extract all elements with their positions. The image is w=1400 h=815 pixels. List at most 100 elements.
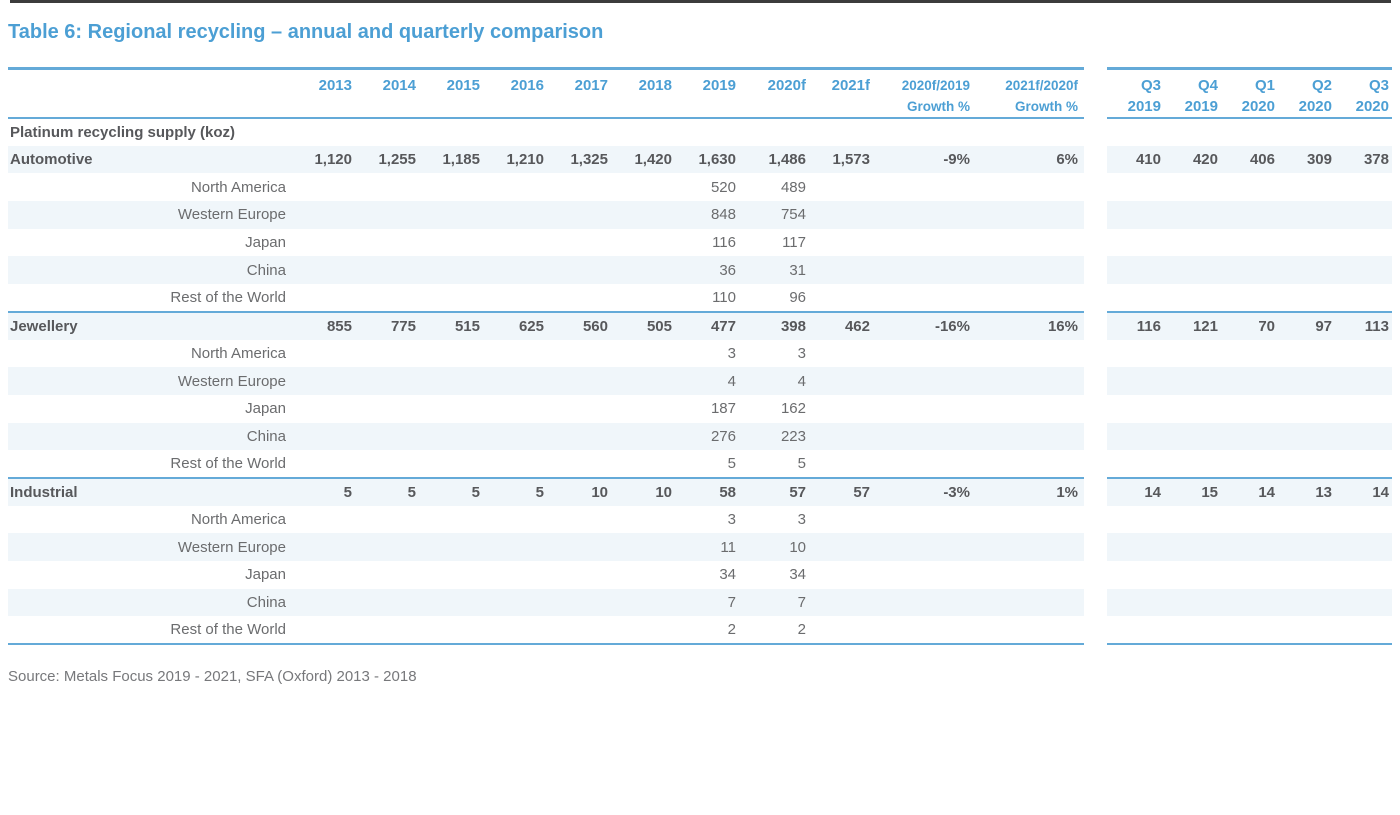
annual-value-cell — [480, 589, 544, 617]
quarter-value-cell — [1278, 561, 1335, 589]
annual-value-cell: 96 — [789, 288, 806, 306]
annual-value-cell — [806, 561, 870, 589]
table-row — [1107, 256, 1392, 285]
annual-value-cell — [288, 561, 352, 589]
annual-value-cell — [352, 616, 416, 644]
annual-value-cell: 398 — [736, 310, 806, 340]
quarter-value-cell — [1107, 284, 1164, 312]
quarter-value-cell — [1278, 395, 1335, 423]
annual-value-cell — [806, 284, 870, 312]
growth-value-cell — [970, 450, 1084, 478]
row-label: China — [246, 594, 286, 612]
table-row: Industrial 5 5 5 5 10 10 58 57 57 -3% 1% — [8, 476, 1084, 506]
table-row: Platinum recycling supply (koz) — [8, 118, 1084, 146]
growth-value-cell — [870, 616, 970, 644]
annual-value-cell: 5 — [480, 476, 544, 506]
table-row — [1107, 118, 1392, 146]
table-row: 14 15 14 13 14 — [1107, 476, 1392, 506]
quarter-value-cell: 121 — [1164, 310, 1221, 340]
growth-value-cell — [870, 367, 970, 395]
quarter-value-cell — [1335, 340, 1392, 368]
annual-value-cell: 754 — [780, 206, 806, 224]
quarterly-table: Q3 2019 Q4 2019 Q1 2020 Q2 2020 — [1107, 67, 1392, 646]
annual-value-cell: 625 — [480, 310, 544, 340]
table-row: China 36 31 — [8, 256, 1084, 285]
annual-value-cell — [416, 256, 480, 284]
quarter-value-cell — [1335, 173, 1392, 201]
quarter-value-cell: 14 — [1221, 476, 1278, 506]
annual-table-body: Platinum recycling supply (koz) Automotiv… — [8, 118, 1084, 644]
annual-value-cell — [480, 561, 544, 589]
table-row: 410 420 406 309 378 — [1107, 145, 1392, 174]
annual-value-cell — [806, 229, 870, 257]
quarter-value-cell — [1221, 450, 1278, 478]
table-row: North America 3 3 — [8, 506, 1084, 534]
growth-value-cell: 16% — [970, 310, 1084, 340]
quarter-value-cell — [1164, 506, 1221, 534]
quarter-column-header: Q4 2019 — [1164, 68, 1221, 119]
annual-value-cell — [288, 423, 352, 451]
quarter-header-line1: Q2 — [1311, 77, 1332, 94]
annual-value-cell — [352, 229, 416, 257]
annual-value-cell — [608, 561, 672, 589]
year-column-header: 2020f — [736, 68, 806, 119]
annual-value-cell: 4 — [727, 372, 736, 390]
annual-value-cell — [806, 173, 870, 201]
annual-value-cell: 2 — [797, 621, 806, 639]
annual-value-cell — [480, 450, 544, 478]
annual-value-cell: 1,255 — [378, 151, 416, 169]
quarter-value-cell — [1221, 616, 1278, 644]
annual-value-cell: 515 — [416, 310, 480, 340]
quarter-value-cell — [1164, 533, 1221, 561]
quarter-header-line1: Q1 — [1254, 77, 1275, 94]
growth-value-cell — [870, 533, 970, 561]
quarter-value-cell — [1107, 395, 1164, 423]
growth-value-cell — [870, 201, 970, 229]
growth-value-cell — [870, 561, 970, 589]
quarter-value-cell — [1107, 423, 1164, 451]
table-row — [1107, 229, 1392, 257]
annual-value-cell — [480, 395, 544, 423]
annual-value-cell — [608, 256, 672, 284]
table-row — [1107, 367, 1392, 395]
growth-header-line2: Growth % — [1015, 99, 1078, 114]
annual-value-cell — [544, 395, 608, 423]
growth-value-cell: 6% — [1056, 151, 1078, 169]
annual-value-cell: 5 — [416, 476, 480, 506]
annual-value-cell — [352, 395, 416, 423]
row-label: China — [246, 427, 286, 445]
annual-value-cell — [416, 229, 480, 257]
growth-header-line1: 2021f/2020f — [1005, 78, 1078, 93]
growth-header-line1: 2020f/2019 — [901, 78, 970, 93]
annual-value-cell — [544, 284, 608, 312]
row-label: Japan — [245, 566, 286, 584]
annual-value-cell — [608, 589, 672, 617]
annual-value-cell: 2 — [727, 621, 736, 639]
row-label: China — [246, 261, 286, 279]
quarter-value-cell — [1221, 340, 1278, 368]
annual-value-cell — [416, 173, 480, 201]
annual-value-cell — [544, 340, 608, 368]
annual-value-cell: 505 — [608, 310, 672, 340]
annual-value-cell — [608, 367, 672, 395]
quarter-value-cell — [1278, 367, 1335, 395]
quarter-value-cell — [1107, 201, 1164, 229]
annual-value-cell: 5 — [288, 476, 352, 506]
annual-value-cell: 477 — [672, 310, 736, 340]
annual-value-cell: 489 — [780, 178, 806, 196]
table-row — [1107, 588, 1392, 617]
quarter-value-cell: 116 — [1107, 310, 1164, 340]
annual-value-cell — [416, 616, 480, 644]
annual-value-cell — [288, 450, 352, 478]
quarterly-table-body: 410 420 406 309 378 116 121 70 97 113 14 15 14 13 14 — [1107, 118, 1392, 644]
annual-value-cell — [416, 284, 480, 312]
annual-value-cell: 162 — [780, 400, 806, 418]
annual-value-cell — [480, 256, 544, 284]
annual-value-cell — [544, 616, 608, 644]
row-label: Western Europe — [177, 372, 286, 390]
annual-value-cell — [544, 256, 608, 284]
growth-value-cell — [970, 367, 1084, 395]
quarter-value-cell — [1221, 367, 1278, 395]
growth-value-cell — [870, 450, 970, 478]
annual-value-cell: 3 — [727, 510, 736, 528]
